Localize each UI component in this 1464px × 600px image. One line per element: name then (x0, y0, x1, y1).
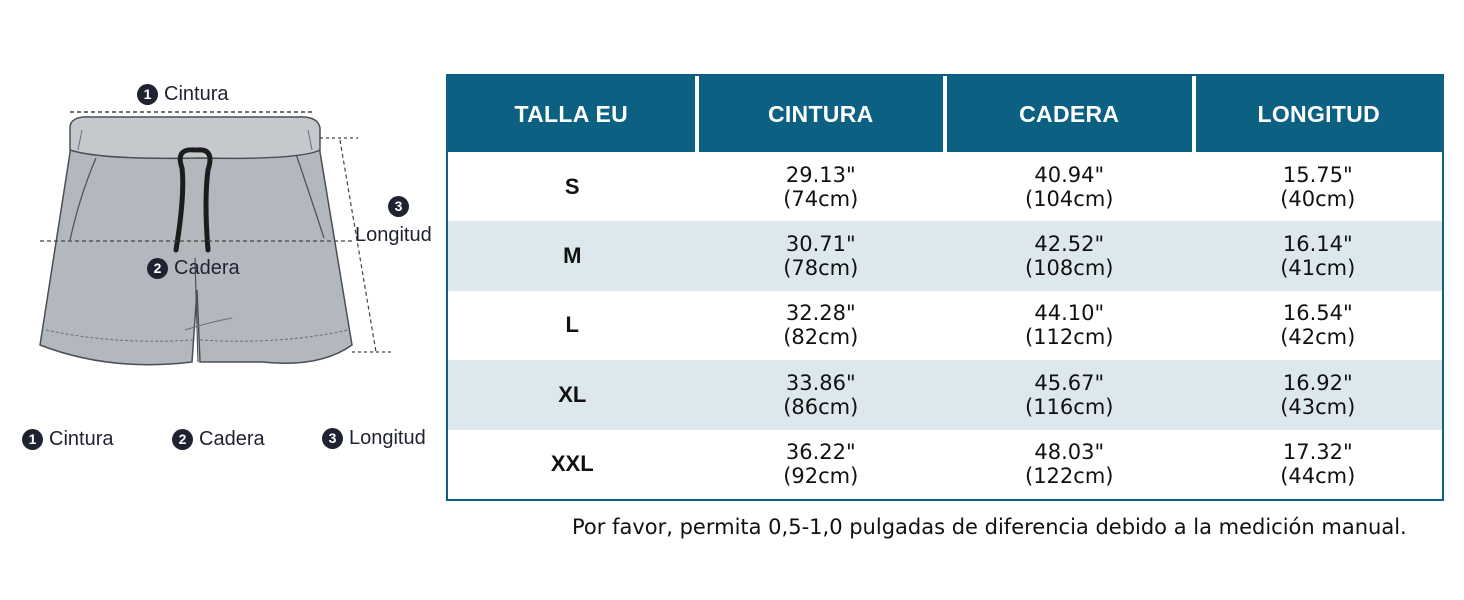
hip-cell: 48.03" (122cm) (945, 429, 1194, 499)
number-badge: 3 (388, 196, 409, 218)
measurement-note: Por favor, permita 0,5-1,0 pulgadas de d… (572, 515, 1407, 539)
hip-cell: 40.94" (104cm) (945, 152, 1194, 222)
size-cell: S (448, 152, 697, 222)
number-badge: 3 (322, 428, 343, 450)
size-table: TALLA EU CINTURA CADERA LONGITUD S 29.13… (446, 74, 1444, 501)
waist-label: 1 Cintura (137, 83, 228, 106)
table-row: S 29.13" (74cm) 40.94" (104cm) 15.75" (40cm… (448, 152, 1442, 222)
length-cell: 16.54" (42cm) (1193, 290, 1442, 361)
header-hip: CADERA (943, 76, 1194, 152)
length-badge: 3 (388, 195, 415, 218)
table-row: M 30.71" (78cm) 42.52" (108cm) 16.14" (41cm… (448, 221, 1442, 291)
hip-cell: 44.10" (112cm) (945, 290, 1194, 361)
header-size: TALLA EU (448, 76, 697, 152)
length-cell: 16.14" (41cm) (1193, 221, 1442, 291)
waist-cell: 30.71" (78cm) (696, 221, 945, 291)
hip-cell: 42.52" (108cm) (945, 221, 1194, 291)
number-badge: 2 (172, 429, 193, 451)
waist-cell: 32.28" (82cm) (696, 290, 945, 361)
length-cell: 16.92" (43cm) (1193, 360, 1442, 430)
waist-cell: 36.22" (92cm) (696, 429, 945, 499)
hip-cell: 45.67" (116cm) (945, 360, 1194, 430)
length-label: Longitud (355, 224, 432, 247)
header-waist: CINTURA (694, 76, 945, 152)
length-cell: 15.75" (40cm) (1193, 152, 1442, 222)
waist-cell: 33.86" (86cm) (696, 360, 945, 430)
size-cell: L (448, 290, 697, 361)
drawstring-left (173, 147, 198, 253)
header-length: LONGITUD (1191, 76, 1442, 152)
shorts-illustration (39, 111, 392, 366)
length-measure-line (339, 139, 377, 353)
number-badge: 2 (147, 258, 168, 280)
size-cell: M (448, 221, 697, 291)
drawstring-right (194, 147, 213, 253)
waist-cell: 29.13" (74cm) (696, 152, 945, 222)
table-row: XXL 36.22" (92cm) 48.03" (122cm) 17.32" (44… (448, 429, 1442, 499)
size-cell: XXL (448, 429, 697, 499)
size-cell: XL (448, 360, 697, 430)
number-badge: 1 (22, 429, 43, 451)
length-cell: 17.32" (44cm) (1193, 429, 1442, 499)
shorts-diagram: 1 Cintura 2 Cadera 3 Longitud 1 Cintura 2 Ca… (0, 0, 445, 600)
legend-item-length: 3 Longitud (322, 427, 426, 450)
table-header-row: TALLA EU CINTURA CADERA LONGITUD (448, 76, 1442, 152)
hip-label: 2 Cadera (147, 257, 240, 280)
legend-item-hip: 2 Cadera (172, 428, 265, 451)
number-badge: 1 (137, 84, 158, 106)
table-row: XL 33.86" (86cm) 45.67" (116cm) 16.92" (43c… (448, 360, 1442, 430)
shorts-body (39, 139, 353, 366)
legend-item-waist: 1 Cintura (22, 428, 113, 451)
table-row: L 32.28" (82cm) 44.10" (112cm) 16.54" (42cm… (448, 290, 1442, 361)
waistband (69, 116, 321, 160)
